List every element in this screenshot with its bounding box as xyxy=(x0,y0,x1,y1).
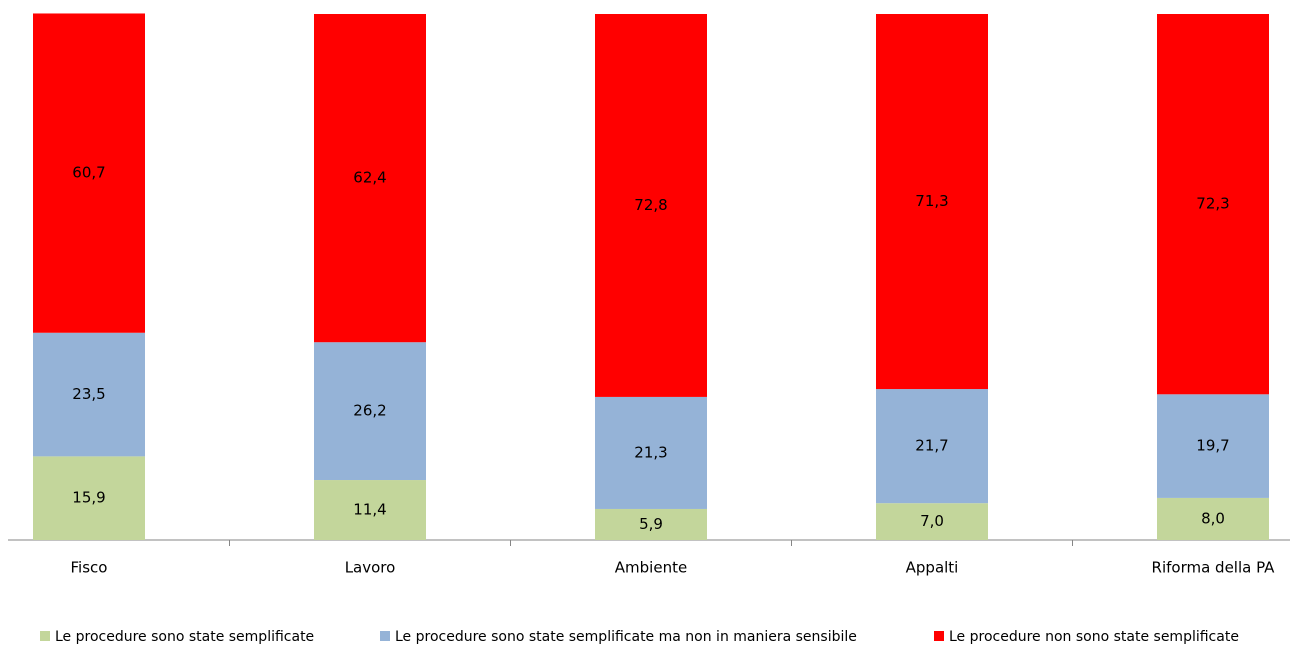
x-tick-label: Lavoro xyxy=(345,559,396,577)
bar-segment xyxy=(876,503,988,540)
bar-segment xyxy=(595,396,707,509)
data-label: 26,2 xyxy=(353,402,386,420)
data-label: 8,0 xyxy=(1201,509,1225,527)
bar-segment xyxy=(33,456,145,540)
bar-segment xyxy=(876,389,988,504)
data-label: 72,8 xyxy=(634,196,667,214)
bar-segment xyxy=(33,332,145,457)
bar-segment xyxy=(1157,394,1269,498)
bar-segment xyxy=(876,14,988,390)
x-tick-label: Ambiente xyxy=(615,559,687,577)
legend-label: Le procedure sono state semplificate ma … xyxy=(395,629,857,645)
data-label: 72,3 xyxy=(1196,195,1229,213)
bar-segment xyxy=(314,14,426,343)
bar-segment xyxy=(595,14,707,397)
data-label: 60,7 xyxy=(72,164,105,182)
bar-segment xyxy=(314,342,426,481)
bar-segment xyxy=(1157,497,1269,540)
data-label: 62,4 xyxy=(353,169,386,187)
legend-swatch xyxy=(934,631,944,641)
legend-label: Le procedure sono state semplificate xyxy=(55,629,314,645)
data-label: 23,5 xyxy=(72,385,105,403)
legend-label: Le procedure non sono state semplificate xyxy=(949,629,1239,645)
x-tick-label: Riforma della PA xyxy=(1152,559,1276,577)
data-label: 21,3 xyxy=(634,443,667,461)
data-label: 5,9 xyxy=(639,515,663,533)
data-label: 21,7 xyxy=(915,437,948,455)
bar-segment xyxy=(1157,14,1269,395)
bar-segment xyxy=(595,508,707,540)
data-label: 11,4 xyxy=(353,501,386,519)
x-tick-label: Fisco xyxy=(71,559,108,577)
x-tick-label: Appalti xyxy=(906,559,959,577)
data-label: 15,9 xyxy=(72,489,105,507)
data-label: 71,3 xyxy=(915,192,948,210)
legend-swatch xyxy=(380,631,390,641)
data-label: 19,7 xyxy=(1196,437,1229,455)
data-label: 7,0 xyxy=(920,512,944,530)
bar-segment xyxy=(33,13,145,333)
bar-segment xyxy=(314,480,426,540)
legend-swatch xyxy=(40,631,50,641)
